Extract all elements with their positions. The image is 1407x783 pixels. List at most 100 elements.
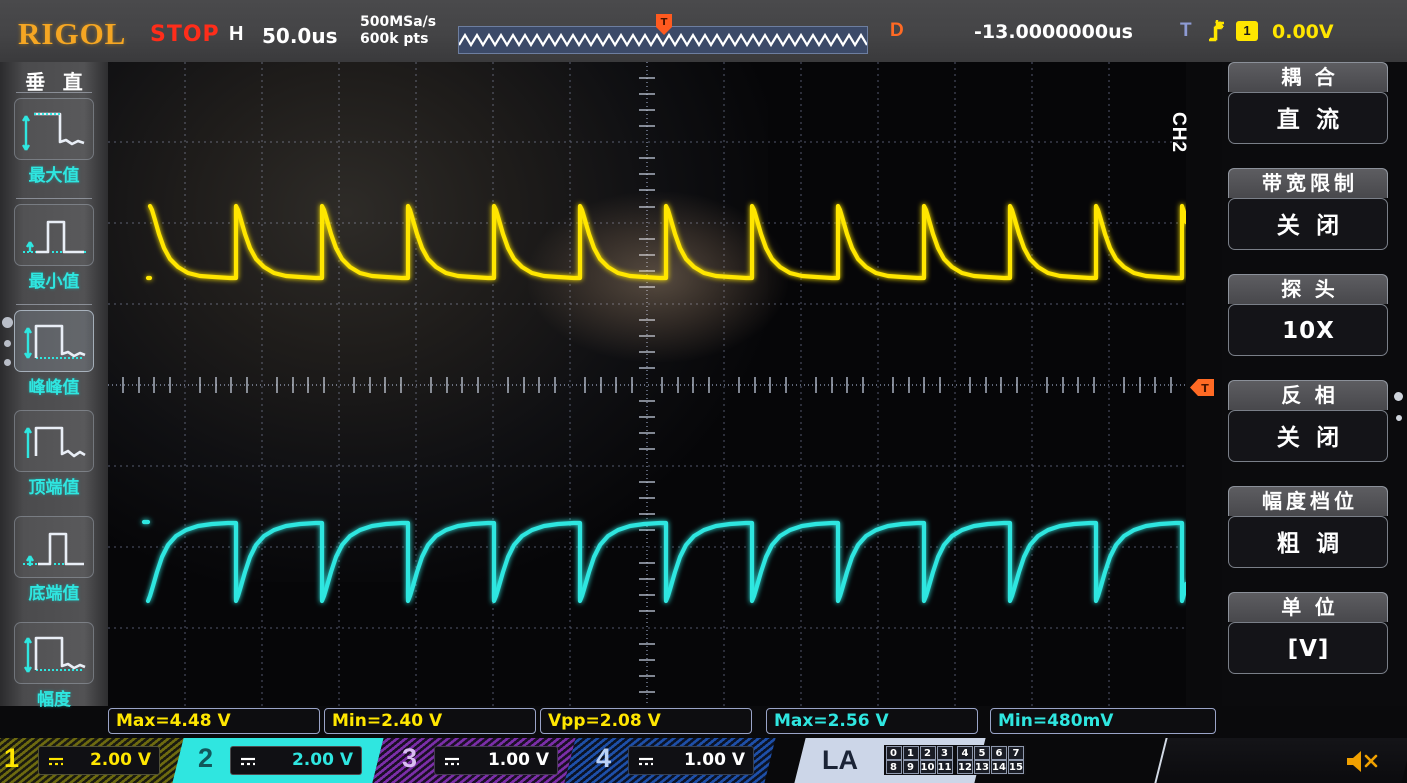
max-value-icon <box>22 112 85 151</box>
channel-bar[interactable]: 1 2.00 V 2 <box>0 738 1407 783</box>
dc-coupling-icon <box>49 757 63 766</box>
menu-divider <box>16 304 92 305</box>
trigger-position-marker-top[interactable]: T <box>655 14 673 36</box>
scroll-dot <box>4 340 11 347</box>
la-row-bottom: 8 9 10 11 12 13 14 15 <box>885 760 1025 774</box>
trigger-icon: T <box>1180 20 1192 41</box>
rising-edge-icon[interactable] <box>1207 18 1227 42</box>
la-channel-2[interactable]: 2 <box>919 746 936 760</box>
group-title-unit: 单 位 <box>1228 592 1388 622</box>
sound-chip[interactable] <box>1154 738 1407 783</box>
la-chip[interactable]: LA 0 1 2 3 4 5 6 7 8 9 10 11 12 <box>794 738 1026 783</box>
measurement-ch2-max[interactable]: Max=2.56 V <box>766 708 978 734</box>
delay-value[interactable]: -13.0000000us <box>974 21 1133 43</box>
min-value-icon <box>23 220 86 254</box>
la-channel-9[interactable]: 9 <box>902 760 919 774</box>
sidebar-item-min-value[interactable]: 最小值 <box>14 204 94 292</box>
menu-group-volts-scale[interactable]: 幅度档位 粗 调 <box>1228 486 1388 568</box>
acquisition-info: 500MSa/s 600k pts <box>360 14 436 48</box>
graticule <box>108 62 1186 706</box>
la-channel-14[interactable]: 14 <box>991 760 1007 774</box>
scroll-dot <box>1394 392 1403 401</box>
ch1-trace <box>145 203 1186 281</box>
la-channel-13[interactable]: 13 <box>974 760 990 774</box>
trigger-source-badge[interactable]: 1 <box>1236 21 1258 41</box>
rigol-logo: RIGOL <box>18 16 127 51</box>
right-channel-menu[interactable]: 耦 合 直 流 带宽限制 关 闭 探 头 10X 反 相 关 闭 幅度档位 粗 … <box>1222 62 1407 706</box>
channel-scale-1[interactable]: 2.00 V <box>89 750 151 770</box>
channel-chip-3[interactable]: 3 1.00 V <box>372 738 576 783</box>
la-channel-8[interactable]: 8 <box>885 760 902 774</box>
group-value-probe[interactable]: 10X <box>1228 304 1388 356</box>
sidebar-item-peak-to-peak[interactable]: 峰峰值 <box>14 310 94 398</box>
base-value-icon <box>23 532 86 566</box>
scroll-dot <box>4 359 11 366</box>
sidebar-item-amplitude[interactable]: 幅度 <box>14 622 94 710</box>
channel-scale-4[interactable]: 1.00 V <box>683 750 745 770</box>
sidebar-item-base-value[interactable]: 底端值 <box>14 516 94 604</box>
dc-coupling-icon <box>639 757 653 766</box>
group-value-volts-scale[interactable]: 粗 调 <box>1228 516 1388 568</box>
sample-rate: 500MSa/s <box>360 14 437 30</box>
left-menu-scroll-dots[interactable] <box>2 317 13 378</box>
horizontal-icon: H <box>229 23 244 45</box>
group-value-invert[interactable]: 关 闭 <box>1228 410 1388 462</box>
scroll-dot <box>1396 415 1402 421</box>
channel-number-3: 3 <box>402 743 418 773</box>
sidebar-item-top-value[interactable]: 顶端值 <box>14 410 94 498</box>
measurement-ch1-vpp[interactable]: Vpp=2.08 V <box>540 708 752 734</box>
channel-chip-2[interactable]: 2 2.00 V <box>172 738 384 783</box>
la-channel-4[interactable]: 4 <box>957 746 973 760</box>
la-channel-7[interactable]: 7 <box>1008 746 1024 760</box>
la-channel-0[interactable]: 0 <box>885 746 902 760</box>
la-digital-channel-grid[interactable]: 0 1 2 3 4 5 6 7 8 9 10 11 12 13 14 <box>884 745 1026 775</box>
la-channel-10[interactable]: 10 <box>919 760 936 774</box>
group-value-coupling[interactable]: 直 流 <box>1228 92 1388 144</box>
la-channel-5[interactable]: 5 <box>974 746 990 760</box>
svg-text:T: T <box>1201 382 1209 395</box>
group-value-bandwidth-limit[interactable]: 关 闭 <box>1228 198 1388 250</box>
la-channel-3[interactable]: 3 <box>936 746 953 760</box>
trigger-level-marker[interactable]: T <box>1189 378 1215 397</box>
menu-group-unit[interactable]: 单 位 [V] <box>1228 592 1388 674</box>
la-channel-15[interactable]: 15 <box>1008 760 1024 774</box>
sidebar-label-min-value: 最小值 <box>28 272 80 291</box>
sidebar-label-max-value: 最大值 <box>28 166 80 185</box>
la-channel-1[interactable]: 1 <box>902 746 919 760</box>
active-channel-tag: CH2 <box>1168 112 1189 154</box>
left-measure-menu[interactable]: 垂 直 最大值 最小值 <box>0 62 108 709</box>
channel-scale-2[interactable]: 2.00 V <box>291 750 353 770</box>
run-state-badge[interactable]: STOP <box>150 22 220 47</box>
right-menu-scroll-dots[interactable] <box>1394 392 1403 435</box>
la-channel-11[interactable]: 11 <box>936 760 953 774</box>
channel-scale-3[interactable]: 1.00 V <box>487 750 549 770</box>
amplitude-icon <box>23 636 86 673</box>
speaker-mute-icon[interactable] <box>1345 747 1379 775</box>
measurement-ch1-max[interactable]: Max=4.48 V <box>108 708 320 734</box>
menu-group-coupling[interactable]: 耦 合 直 流 <box>1228 62 1388 144</box>
la-channel-6[interactable]: 6 <box>991 746 1007 760</box>
sidebar-label-amplitude: 幅度 <box>37 690 71 709</box>
channel-chip-4[interactable]: 4 1.00 V <box>564 738 776 783</box>
measurement-ch2-min[interactable]: Min=480mV <box>990 708 1216 734</box>
menu-group-invert[interactable]: 反 相 关 闭 <box>1228 380 1388 462</box>
channel-chip-1[interactable]: 1 2.00 V <box>0 738 186 783</box>
la-channel-12[interactable]: 12 <box>957 760 973 774</box>
menu-group-probe[interactable]: 探 头 10X <box>1228 274 1388 356</box>
measurement-ch1-min[interactable]: Min=2.40 V <box>324 708 536 734</box>
la-row-top: 0 1 2 3 4 5 6 7 <box>885 746 1025 760</box>
trigger-level-value[interactable]: 0.00V <box>1272 21 1334 43</box>
channel-number-4: 4 <box>596 743 612 773</box>
menu-group-bandwidth-limit[interactable]: 带宽限制 关 闭 <box>1228 168 1388 250</box>
sidebar-label-peak-to-peak: 峰峰值 <box>28 378 80 397</box>
waveform-display[interactable] <box>108 62 1186 706</box>
sidebar-item-max-value[interactable]: 最大值 <box>14 98 94 186</box>
dc-coupling-icon <box>241 757 255 766</box>
ch2-trace <box>141 519 1186 604</box>
timebase-value[interactable]: 50.0us <box>262 24 338 48</box>
channel-number-2: 2 <box>198 743 214 773</box>
dc-coupling-icon <box>445 757 459 766</box>
group-title-volts-scale: 幅度档位 <box>1228 486 1388 516</box>
group-value-unit[interactable]: [V] <box>1228 622 1388 674</box>
